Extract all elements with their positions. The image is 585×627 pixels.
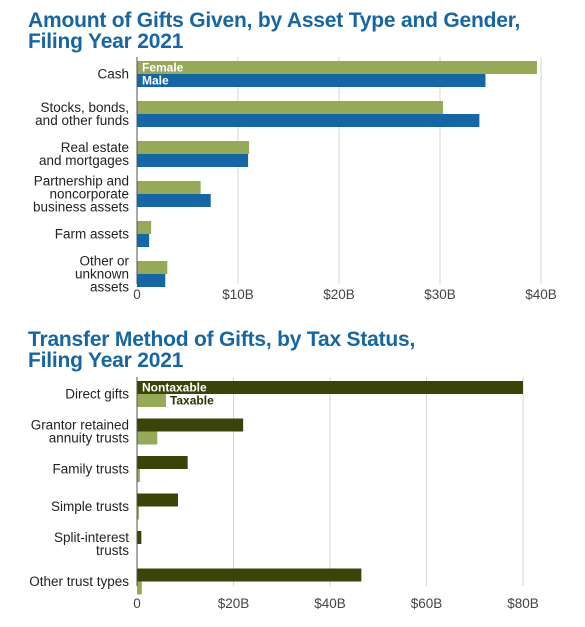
- chart1-bar-female-2: [137, 141, 250, 154]
- chart2-x-tick-label: $40B: [314, 596, 346, 611]
- chart2-x-tick-label: $60B: [411, 596, 443, 611]
- chart1-bar-male-2: [137, 154, 249, 167]
- chart2-bar-nontaxable-3: [137, 493, 179, 507]
- chart1-category-label: Other or: [79, 254, 129, 269]
- chart1-category-label: and other funds: [35, 113, 129, 128]
- chart2-title-line1: Transfer Method of Gifts, by Tax Status,: [28, 328, 416, 351]
- chart2-bar-nontaxable-1: [137, 418, 244, 432]
- chart1-bar-female-5: [137, 261, 168, 274]
- chart2-bar-taxable-5: [137, 581, 142, 595]
- chart1-bar-male-3: [137, 194, 211, 207]
- chart2-x-tick-label: $80B: [507, 596, 539, 611]
- chart1-bar-female-3: [137, 181, 201, 194]
- chart2-category-label: trusts: [96, 543, 129, 558]
- chart2-bar-taxable-0: [137, 394, 166, 407]
- chart1-title-line2: Filing Year 2021: [28, 30, 184, 53]
- chart2-bar-nontaxable-0: [137, 381, 523, 394]
- chart1-bar-female-0: [137, 61, 537, 74]
- chart1-category-label: noncorporate: [49, 187, 129, 202]
- chart2-category-label: Other trust types: [29, 574, 129, 589]
- chart2-series-label-taxable: Taxable: [170, 394, 214, 408]
- chart1-category-label: Farm assets: [55, 227, 130, 242]
- chart1-category-label: and mortgages: [39, 153, 129, 168]
- chart2-bar-taxable-2: [137, 469, 140, 482]
- chart1-category-label: Stocks, bonds,: [40, 100, 129, 115]
- chart2-category-label: Direct gifts: [65, 387, 129, 402]
- chart1-x-tick-label: $30B: [424, 287, 456, 302]
- chart1-x-tick-label: $40B: [525, 287, 557, 302]
- chart2-x-tick-label: 0: [133, 596, 141, 611]
- chart1-category-label: Cash: [97, 67, 129, 82]
- chart1-category-label: assets: [90, 280, 129, 295]
- chart2-bar-taxable-1: [137, 431, 158, 445]
- chart2-bar-taxable-3: [137, 506, 139, 520]
- chart1-bar-female-1: [137, 101, 444, 114]
- chart1-bar-male-1: [137, 114, 480, 127]
- chart1-title-line1: Amount of Gifts Given, by Asset Type and…: [28, 9, 521, 32]
- chart2-category-label: Grantor retained: [31, 418, 129, 433]
- chart1-bar-male-4: [137, 234, 150, 247]
- chart2-title-line2: Filing Year 2021: [28, 349, 184, 372]
- chart1-series-label-male: Male: [142, 74, 169, 88]
- chart1-bar-female-4: [137, 221, 152, 234]
- chart1-category-label: unknown: [75, 267, 129, 282]
- chart2-x-tick-label: $20B: [218, 596, 250, 611]
- chart1-bar-male-0: [137, 74, 486, 87]
- chart2-category-label: Simple trusts: [51, 499, 129, 514]
- chart1-x-tick-label: $20B: [323, 287, 355, 302]
- chart1-x-tick-label: 0: [133, 287, 141, 302]
- chart2-category-label: Family trusts: [52, 462, 129, 477]
- chart1-category-label: Real estate: [61, 140, 129, 155]
- chart2-category-label: annuity trusts: [49, 431, 130, 446]
- chart2-category-label: Split-interest: [54, 530, 129, 545]
- chart2-series-label-nontaxable: Nontaxable: [142, 381, 207, 395]
- chart2-bar-nontaxable-2: [137, 456, 188, 469]
- chart1-category-label: business assets: [33, 200, 129, 215]
- chart1-x-tick-label: $10B: [222, 287, 254, 302]
- chart2-bar-nontaxable-4: [137, 531, 142, 544]
- chart2-bar-nontaxable-5: [137, 568, 362, 582]
- chart1-bar-male-5: [137, 274, 166, 287]
- chart1-category-label: Partnership and: [34, 174, 129, 189]
- chart1-series-label-female: Female: [142, 61, 184, 75]
